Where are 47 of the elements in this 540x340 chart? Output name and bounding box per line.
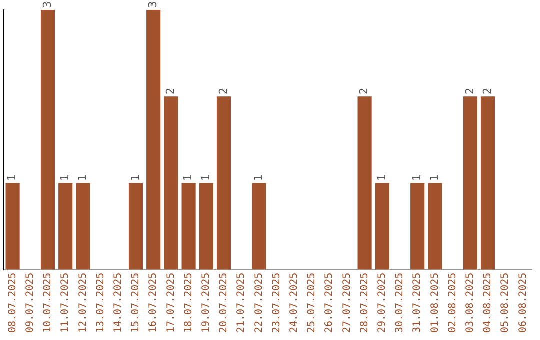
data-label: 3 bbox=[146, 1, 160, 8]
x-tick-label: 02.08.2025 bbox=[447, 272, 458, 334]
data-label: 1 bbox=[128, 174, 142, 182]
x-tick-label: 28.07.2025 bbox=[359, 272, 370, 334]
data-label: 1 bbox=[410, 174, 424, 182]
data-label: 2 bbox=[164, 88, 178, 95]
x-tick-label: 06.08.2025 bbox=[518, 272, 529, 334]
x-tick-label: 22.07.2025 bbox=[254, 272, 265, 334]
x-tick-label: 18.07.2025 bbox=[183, 272, 194, 334]
data-label: 1 bbox=[428, 174, 442, 182]
data-label: 1 bbox=[199, 174, 212, 182]
x-tick-label: 26.07.2025 bbox=[324, 272, 336, 334]
x-tick-label: 01.08.2025 bbox=[430, 272, 441, 334]
data-label: 2 bbox=[480, 88, 494, 95]
x-tick-label: 17.07.2025 bbox=[166, 272, 177, 334]
data-label: 2 bbox=[358, 88, 371, 95]
x-tick-label: 08.07.2025 bbox=[7, 272, 18, 334]
x-tick-label: 13.07.2025 bbox=[95, 272, 106, 334]
x-tick-label: 25.07.2025 bbox=[306, 272, 318, 334]
data-label: 1 bbox=[252, 174, 266, 182]
x-tick-label: 12.07.2025 bbox=[78, 272, 89, 334]
data-label: 1 bbox=[6, 174, 19, 182]
data-label: 1 bbox=[182, 174, 195, 182]
x-tick-label: 30.07.2025 bbox=[394, 272, 406, 334]
x-tick-label: 05.08.2025 bbox=[500, 272, 512, 334]
data-label: 3 bbox=[40, 1, 54, 8]
x-tick-label: 14.07.2025 bbox=[112, 272, 124, 334]
x-tick-label: 15.07.2025 bbox=[130, 272, 142, 334]
x-tick-label: 03.08.2025 bbox=[464, 272, 476, 334]
x-tick-label: 20.07.2025 bbox=[218, 272, 230, 334]
x-tick-label: 10.07.2025 bbox=[42, 272, 54, 334]
data-label: 1 bbox=[58, 174, 72, 182]
x-tick-label: 04.08.2025 bbox=[482, 272, 494, 334]
x-tick-label: 31.07.2025 bbox=[412, 272, 424, 334]
x-tick-label: 19.07.2025 bbox=[200, 272, 212, 334]
x-tick-label: 27.07.2025 bbox=[342, 272, 353, 334]
x-tick-label: 11.07.2025 bbox=[60, 272, 72, 334]
data-label: 1 bbox=[76, 174, 90, 182]
x-tick-label: 21.07.2025 bbox=[236, 272, 248, 334]
x-tick-label: 23.07.2025 bbox=[271, 272, 282, 334]
data-label: 2 bbox=[216, 88, 230, 95]
x-tick-label: 24.07.2025 bbox=[288, 272, 300, 334]
data-label: 2 bbox=[463, 88, 476, 95]
x-tick-label: 09.07.2025 bbox=[24, 272, 36, 334]
x-tick-label: 29.07.2025 bbox=[376, 272, 388, 334]
data-label: 1 bbox=[375, 174, 388, 182]
x-tick-label: 16.07.2025 bbox=[148, 272, 160, 334]
